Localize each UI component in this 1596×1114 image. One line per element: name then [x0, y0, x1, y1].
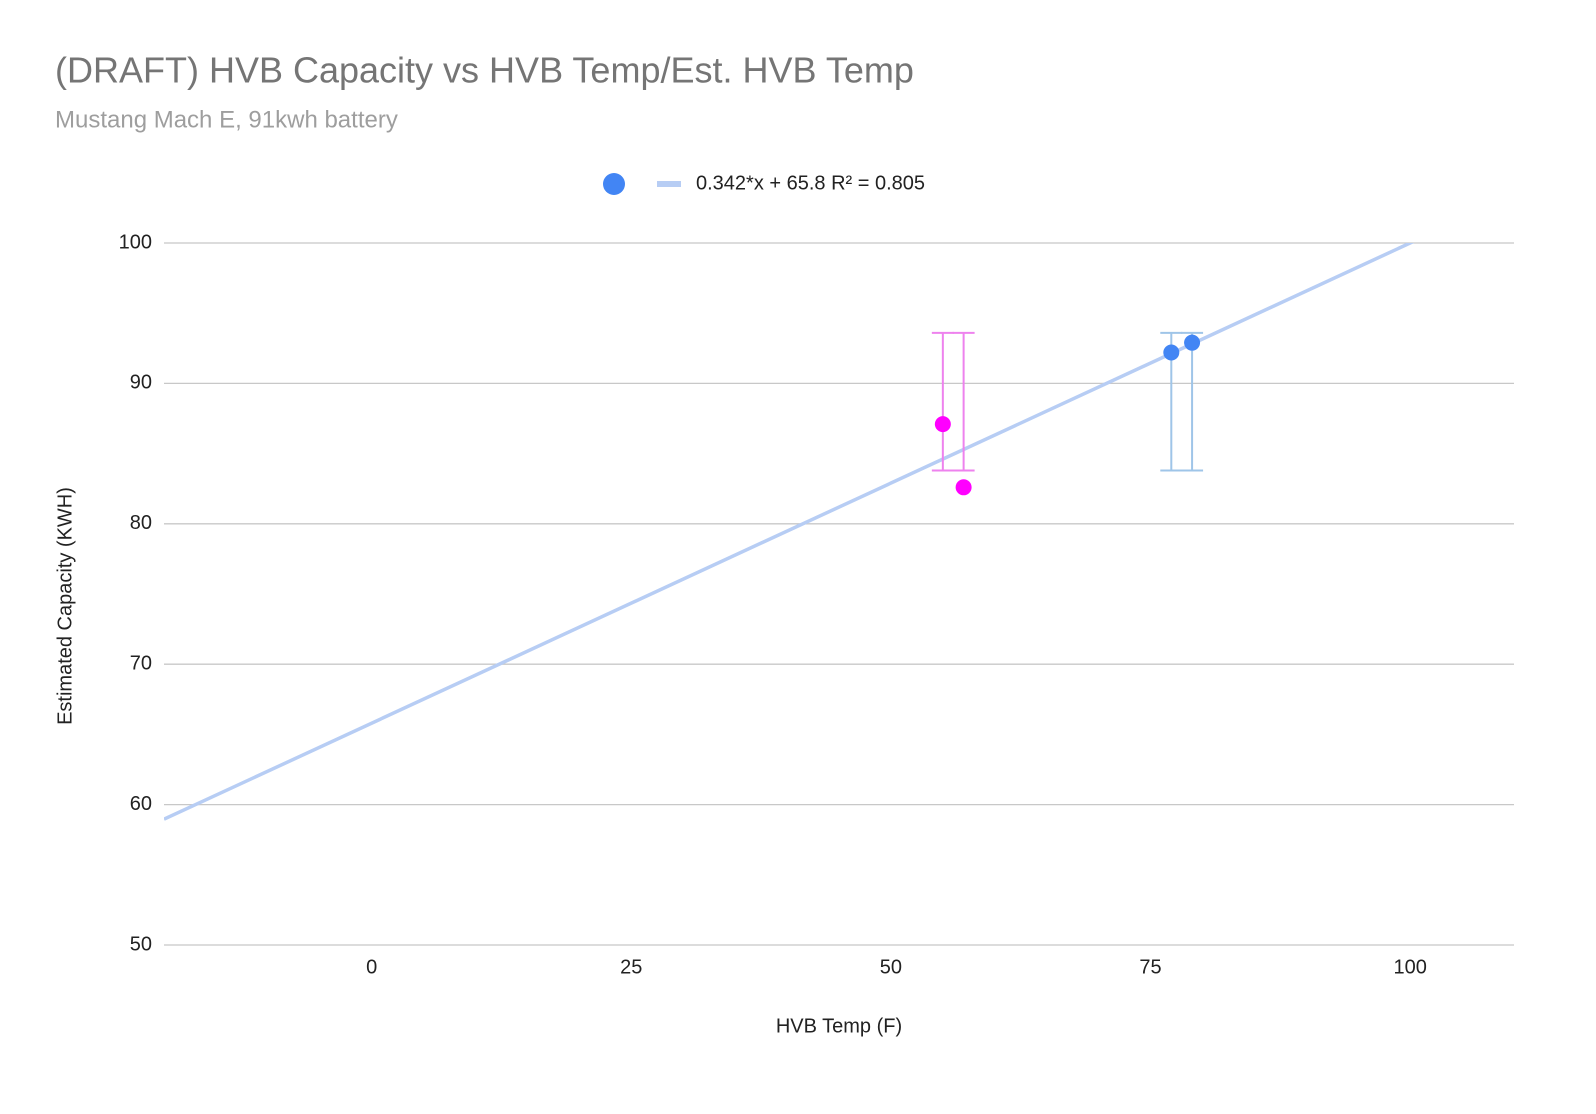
legend-label: 0.342*x + 65.8 R² = 0.805 [696, 172, 925, 194]
x-tick-label: 75 [1139, 956, 1161, 978]
x-tick-label: 50 [880, 956, 902, 978]
scatter-point [1184, 334, 1201, 351]
chart-title: (DRAFT) HVB Capacity vs HVB Temp/Est. HV… [55, 50, 914, 91]
y-tick-label: 60 [130, 793, 152, 815]
x-tick-label: 100 [1393, 956, 1426, 978]
y-tick-label: 80 [130, 512, 152, 534]
y-tick-label: 70 [130, 652, 152, 674]
x-tick-label: 25 [620, 956, 642, 978]
plot-area [164, 243, 1415, 821]
scatter-point [1163, 344, 1180, 361]
x-tick-label: 0 [366, 956, 377, 978]
chart-subtitle: Mustang Mach E, 91kwh battery [55, 106, 398, 133]
legend-marker [603, 173, 625, 195]
y-axis-label: Estimated Capacity (KWH) [54, 487, 76, 725]
y-tick-label: 100 [119, 231, 152, 253]
x-axis-label: HVB Temp (F) [776, 1015, 902, 1037]
scatter-point [934, 416, 951, 433]
y-tick-label: 50 [130, 933, 152, 955]
trendline [164, 243, 1415, 821]
scatter-point [955, 479, 972, 496]
y-tick-label: 90 [130, 372, 152, 394]
